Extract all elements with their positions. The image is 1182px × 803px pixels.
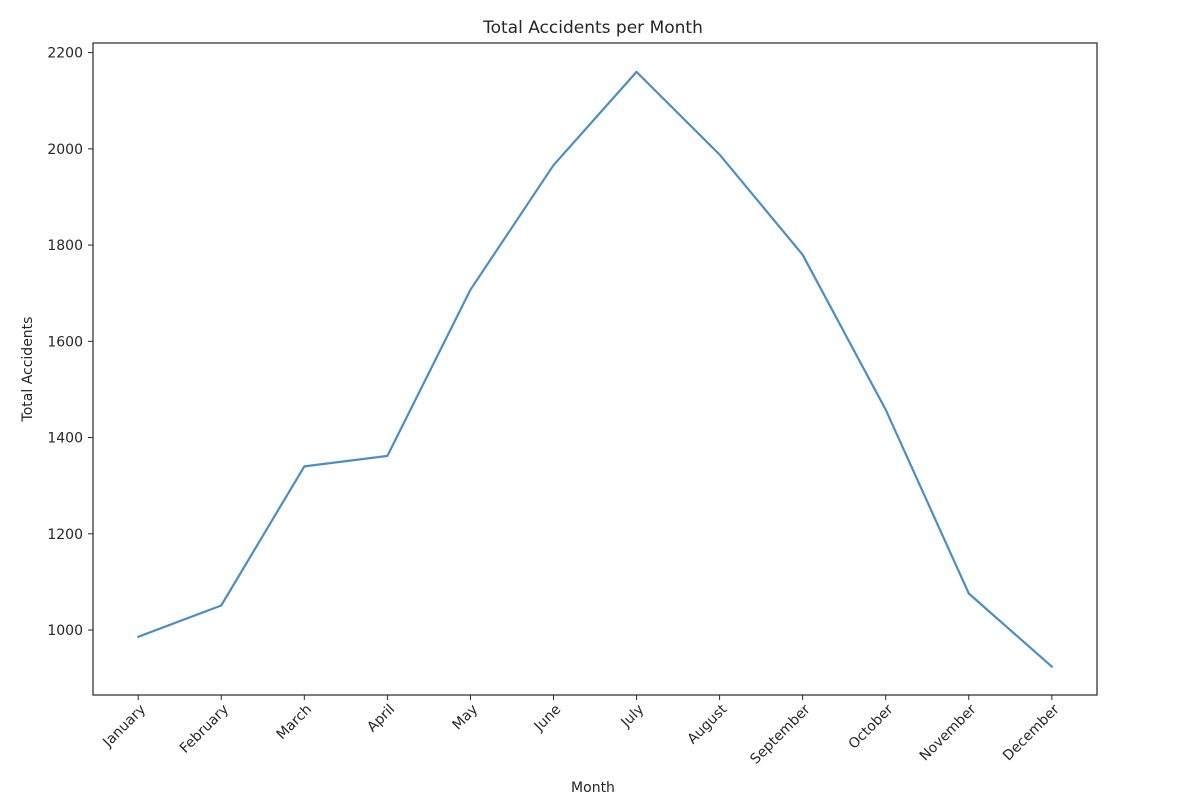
x-tick-label: July	[618, 702, 648, 732]
plot-area	[92, 42, 1098, 696]
plot-frame	[92, 42, 1098, 696]
x-tick-label: December	[1000, 701, 1063, 764]
x-tick-label: April	[364, 702, 398, 736]
chart-title: Total Accidents per Month	[482, 18, 703, 38]
y-tick-label: 1400	[47, 431, 83, 447]
y-tick-label: 2200	[47, 46, 83, 62]
y-tick-label: 1200	[47, 527, 83, 543]
x-tick-label: May	[449, 702, 481, 734]
x-axis-title: Month	[571, 780, 615, 796]
y-axis-title: Total Accidents	[20, 317, 36, 423]
x-tick-label: March	[274, 702, 315, 743]
series-line	[137, 70, 1053, 668]
x-axis: January February March April May June July Augu…	[99, 695, 1063, 768]
x-tick-label: February	[177, 702, 232, 757]
x-tick-label: August	[684, 701, 730, 747]
x-tick-label: November	[917, 701, 980, 764]
x-tick-label: September	[747, 701, 813, 767]
y-tick-label: 1800	[47, 238, 83, 254]
y-tick-label: 1600	[47, 334, 83, 350]
x-tick-label: January	[99, 702, 149, 752]
x-tick-label: October	[846, 701, 897, 752]
y-tick-label: 2000	[47, 142, 83, 158]
y-tick-label: 1000	[47, 623, 83, 639]
x-tick-label: June	[531, 702, 565, 736]
y-axis: 1000 1200 1400 1600 1800 2000 2200	[47, 46, 93, 639]
